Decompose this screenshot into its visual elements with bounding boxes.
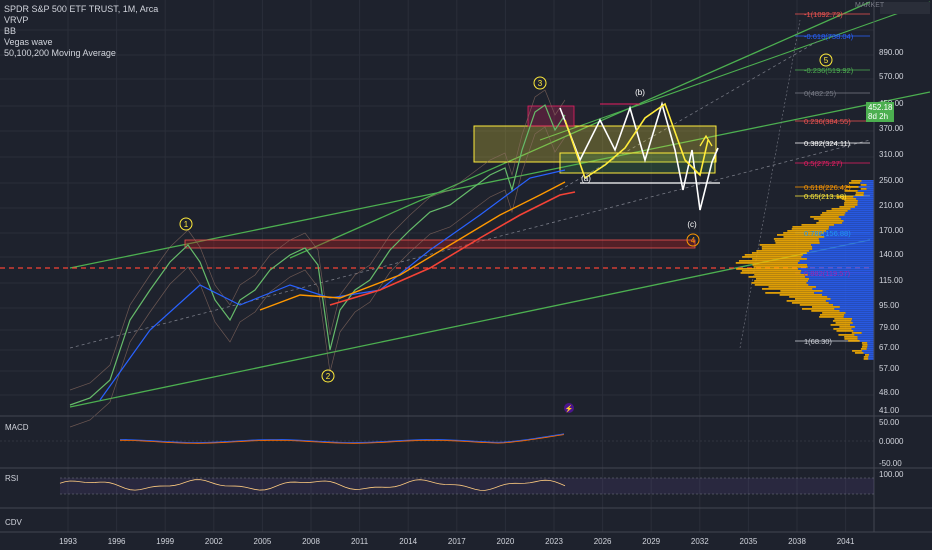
time-axis-label: 2005 [254,537,272,546]
rsi-axis-top: 100.00 [879,470,904,479]
time-axis-label: 1996 [108,537,126,546]
macd-axis-zero: 0.0000 [879,437,904,446]
wave-label-c: (c) [687,220,697,229]
time-axis-label: 1993 [59,537,77,546]
price-axis-label: 95.00 [879,301,900,310]
svg-text:5: 5 [824,56,829,65]
lightning-icon[interactable]: ⚡ [564,403,574,413]
svg-text:⚡: ⚡ [565,404,574,413]
time-axis-label: 1999 [156,537,174,546]
time-axis[interactable]: 1993 1996 1999 2002 2005 2008 2011 2014 2017 2020… [59,537,855,546]
svg-text:3: 3 [538,79,543,88]
time-axis-label: 2032 [691,537,709,546]
fib-level-label: 0(482.25) [804,89,837,98]
cdv-title[interactable]: CDV [5,518,22,527]
price-axis-label: 170.00 [879,226,904,235]
current-price: 452.18 [868,103,892,112]
time-axis-label: 2035 [740,537,758,546]
time-axis-label: 2014 [399,537,417,546]
price-axis-label: 250.00 [879,176,904,185]
corner-box[interactable] [880,2,930,14]
price-axis-label: 79.00 [879,323,900,332]
wave-label-1: 1 [180,218,192,230]
indicator-vegas[interactable]: Vegas wave [4,37,158,48]
fib-level-label: -1(1092.72) [804,10,843,19]
price-axis-label: 140.00 [879,250,904,259]
rsi-band [60,478,874,494]
price-axis-label: 115.00 [879,276,903,285]
price-axis-label: 67.00 [879,343,900,352]
fib-retracement[interactable] [740,14,870,348]
bollinger-lower [70,127,565,427]
fib-level-label: 0.382(324.11) [804,139,851,148]
time-axis-label: 2008 [302,537,320,546]
current-price-tag: 452.18 8d 2h [866,102,894,122]
ma-50 [100,170,565,400]
time-axis-label: 2020 [497,537,515,546]
price-axis-label: 57.00 [879,364,900,373]
price-axis-label: 48.00 [879,388,900,397]
price-axis-label: 310.00 [879,150,904,159]
price-axis-label: 210.00 [879,201,904,210]
svg-text:1: 1 [184,220,189,229]
fib-level-label: 0.5(275.27) [804,159,843,168]
wave-label-5: 5 [820,54,832,66]
fib-level-label: -0.618(738.04) [804,32,854,41]
fib-level-label: 0.882(119.57) [804,269,851,278]
fib-level-label: 1(68.30) [804,337,832,346]
svg-text:2: 2 [326,372,331,381]
macd-axis-top: 50.00 [879,418,900,427]
corner-label[interactable]: MARKET [855,2,884,9]
chart-legend: SPDR S&P 500 ETF TRUST, 1M, Arca VRVP BB… [4,4,158,59]
time-axis-label: 2017 [448,537,466,546]
resistance-zone[interactable] [185,240,695,248]
time-axis-label: 2041 [837,537,855,546]
rsi-title[interactable]: RSI [5,474,18,483]
indicator-ma[interactable]: 50,100,200 Moving Average [4,48,158,59]
price-axis-label: 370.00 [879,124,904,133]
trendline-lower[interactable] [70,240,870,407]
fib-level-label: 0.236(384.55) [804,117,851,126]
time-axis-label: 2011 [351,537,369,546]
indicator-bb[interactable]: BB [4,26,158,37]
wave-label-3: 3 [534,77,546,89]
price-axis-label: 41.00 [879,406,900,415]
wave-label-2: 2 [322,370,334,382]
fib-level-label: 0.618(226.42) [804,183,851,192]
time-axis-label: 2002 [205,537,223,546]
time-axis-label: 2029 [642,537,660,546]
price-axis-label: 570.00 [879,72,904,81]
macd-axis-bottom: -50.00 [879,459,902,468]
indicator-vrvp[interactable]: VRVP [4,15,158,26]
svg-text:4: 4 [691,236,696,245]
fib-level-label: -0.236(519.92) [804,66,854,75]
price-axis-label: 890.00 [879,48,904,57]
target-box-2[interactable] [560,153,715,173]
symbol-title[interactable]: SPDR S&P 500 ETF TRUST, 1M, Arca [4,4,158,15]
time-axis-label: 2026 [594,537,612,546]
macd-title[interactable]: MACD [5,423,29,432]
bar-countdown: 8d 2h [868,112,892,121]
wave-label-b: (b) [635,88,645,97]
time-axis-label: 2023 [545,537,563,546]
top-zone[interactable] [528,106,574,126]
wave-label-a: (a) [581,174,591,183]
fib-level-label: 0.786(156.88) [804,229,851,238]
time-axis-label: 2038 [788,537,806,546]
fib-level-label: 0.65(213.18) [804,192,847,201]
